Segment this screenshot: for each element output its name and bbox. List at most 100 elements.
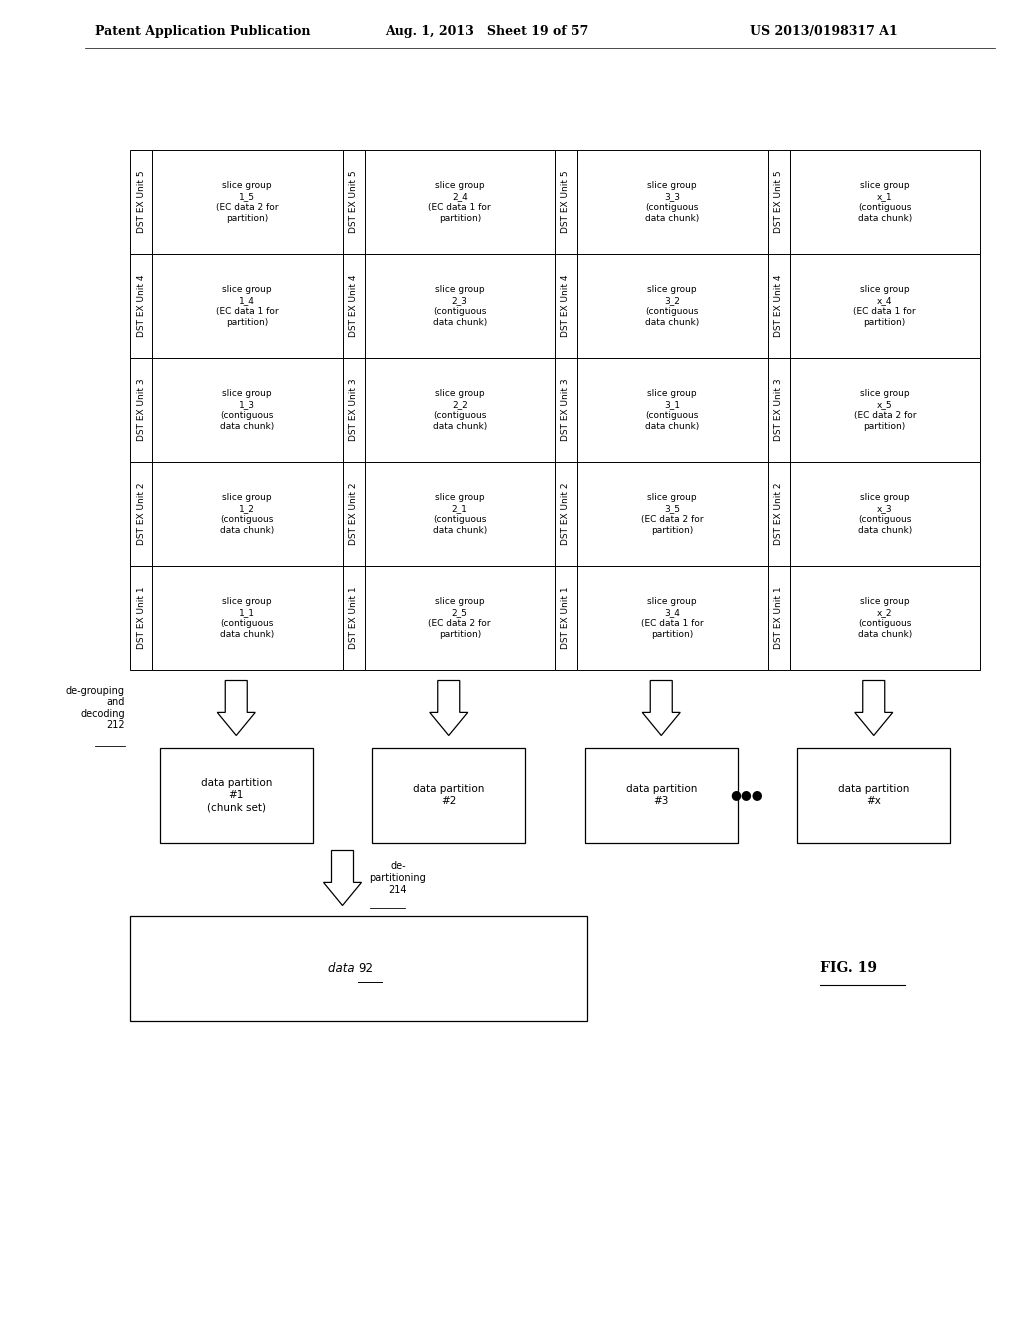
Text: data partition
#3: data partition #3 (626, 784, 697, 807)
Text: slice group
3_2
(contiguous
data chunk): slice group 3_2 (contiguous data chunk) (645, 285, 699, 327)
Bar (342, 566, 365, 671)
Text: slice group
2_3
(contiguous
data chunk): slice group 2_3 (contiguous data chunk) (432, 285, 486, 327)
Bar (577, 358, 768, 462)
Text: DST EX Unit 3: DST EX Unit 3 (774, 379, 783, 441)
Text: DST EX Unit 2: DST EX Unit 2 (136, 483, 145, 545)
Bar (768, 566, 790, 671)
Bar (577, 150, 768, 253)
Bar (555, 462, 577, 566)
Text: slice group
x_4
(EC data 1 for
partition): slice group x_4 (EC data 1 for partition… (853, 285, 916, 327)
Text: slice group
3_1
(contiguous
data chunk): slice group 3_1 (contiguous data chunk) (645, 389, 699, 432)
Text: DST EX Unit 2: DST EX Unit 2 (349, 483, 358, 545)
Text: data partition
#2: data partition #2 (413, 784, 484, 807)
Text: de-
partitioning
214: de- partitioning 214 (370, 862, 426, 895)
Text: slice group
1_1
(contiguous
data chunk): slice group 1_1 (contiguous data chunk) (220, 597, 274, 639)
Bar (798, 747, 950, 842)
Text: slice group
x_2
(contiguous
data chunk): slice group x_2 (contiguous data chunk) (858, 597, 912, 639)
Bar (152, 566, 342, 671)
Text: de-grouping
and
decoding
212: de-grouping and decoding 212 (66, 685, 125, 730)
Text: FIG. 19: FIG. 19 (820, 961, 877, 975)
Bar (365, 462, 555, 566)
Text: US 2013/0198317 A1: US 2013/0198317 A1 (750, 25, 898, 38)
Text: DST EX Unit 3: DST EX Unit 3 (561, 379, 570, 441)
Bar (130, 150, 152, 253)
Bar (555, 253, 577, 358)
Bar (342, 358, 365, 462)
Text: slice group
1_5
(EC data 2 for
partition): slice group 1_5 (EC data 2 for partition… (216, 181, 279, 223)
Text: ●●●: ●●● (730, 788, 763, 801)
Polygon shape (430, 681, 468, 735)
Bar (577, 462, 768, 566)
Bar (365, 358, 555, 462)
Bar (373, 747, 525, 842)
Bar (130, 566, 152, 671)
Text: slice group
3_5
(EC data 2 for
partition): slice group 3_5 (EC data 2 for partition… (641, 492, 703, 535)
Text: data partition
#1
(chunk set): data partition #1 (chunk set) (201, 777, 272, 812)
Bar (555, 150, 577, 253)
Bar (790, 358, 980, 462)
Bar (768, 150, 790, 253)
Text: DST EX Unit 4: DST EX Unit 4 (136, 275, 145, 337)
Text: DST EX Unit 1: DST EX Unit 1 (349, 586, 358, 649)
Polygon shape (855, 681, 893, 735)
Bar (577, 566, 768, 671)
Bar (555, 358, 577, 462)
Text: slice group
3_3
(contiguous
data chunk): slice group 3_3 (contiguous data chunk) (645, 181, 699, 223)
Text: slice group
2_5
(EC data 2 for
partition): slice group 2_5 (EC data 2 for partition… (428, 597, 490, 639)
Bar (152, 150, 342, 253)
Bar (130, 253, 152, 358)
Text: DST EX Unit 4: DST EX Unit 4 (349, 275, 358, 337)
Bar (768, 462, 790, 566)
Text: DST EX Unit 3: DST EX Unit 3 (136, 379, 145, 441)
Bar (365, 566, 555, 671)
Text: DST EX Unit 5: DST EX Unit 5 (561, 170, 570, 234)
Bar (130, 462, 152, 566)
Bar (342, 253, 365, 358)
Bar (342, 150, 365, 253)
Bar (130, 916, 587, 1020)
Text: data: data (328, 961, 358, 974)
Bar (555, 566, 577, 671)
Bar (152, 462, 342, 566)
Bar (130, 358, 152, 462)
Polygon shape (217, 681, 255, 735)
Polygon shape (324, 850, 361, 906)
Text: DST EX Unit 5: DST EX Unit 5 (774, 170, 783, 234)
Bar (768, 358, 790, 462)
Text: DST EX Unit 3: DST EX Unit 3 (349, 379, 358, 441)
Text: slice group
3_4
(EC data 1 for
partition): slice group 3_4 (EC data 1 for partition… (641, 597, 703, 639)
Text: DST EX Unit 1: DST EX Unit 1 (561, 586, 570, 649)
Text: data partition
#x: data partition #x (838, 784, 909, 807)
Text: slice group
2_1
(contiguous
data chunk): slice group 2_1 (contiguous data chunk) (432, 492, 486, 535)
Bar (577, 253, 768, 358)
Text: slice group
x_3
(contiguous
data chunk): slice group x_3 (contiguous data chunk) (858, 492, 912, 535)
Text: DST EX Unit 4: DST EX Unit 4 (561, 275, 570, 337)
Text: slice group
1_4
(EC data 1 for
partition): slice group 1_4 (EC data 1 for partition… (216, 285, 279, 327)
Text: slice group
2_4
(EC data 1 for
partition): slice group 2_4 (EC data 1 for partition… (428, 181, 492, 223)
Polygon shape (642, 681, 680, 735)
Text: 92: 92 (358, 961, 374, 974)
Text: DST EX Unit 5: DST EX Unit 5 (136, 170, 145, 234)
Bar (790, 566, 980, 671)
Bar (342, 462, 365, 566)
Text: slice group
x_5
(EC data 2 for
partition): slice group x_5 (EC data 2 for partition… (853, 389, 916, 432)
Bar (585, 747, 737, 842)
Text: DST EX Unit 4: DST EX Unit 4 (774, 275, 783, 337)
Text: slice group
1_3
(contiguous
data chunk): slice group 1_3 (contiguous data chunk) (220, 389, 274, 432)
Bar (790, 253, 980, 358)
Bar (365, 253, 555, 358)
Text: Patent Application Publication: Patent Application Publication (95, 25, 310, 38)
Text: DST EX Unit 2: DST EX Unit 2 (561, 483, 570, 545)
Bar (160, 747, 312, 842)
Text: DST EX Unit 2: DST EX Unit 2 (774, 483, 783, 545)
Text: DST EX Unit 5: DST EX Unit 5 (349, 170, 358, 234)
Bar (790, 462, 980, 566)
Bar (152, 358, 342, 462)
Text: DST EX Unit 1: DST EX Unit 1 (136, 586, 145, 649)
Bar (365, 150, 555, 253)
Text: slice group
x_1
(contiguous
data chunk): slice group x_1 (contiguous data chunk) (858, 181, 912, 223)
Text: slice group
2_2
(contiguous
data chunk): slice group 2_2 (contiguous data chunk) (432, 389, 486, 432)
Bar (152, 253, 342, 358)
Bar (768, 253, 790, 358)
Text: slice group
1_2
(contiguous
data chunk): slice group 1_2 (contiguous data chunk) (220, 492, 274, 535)
